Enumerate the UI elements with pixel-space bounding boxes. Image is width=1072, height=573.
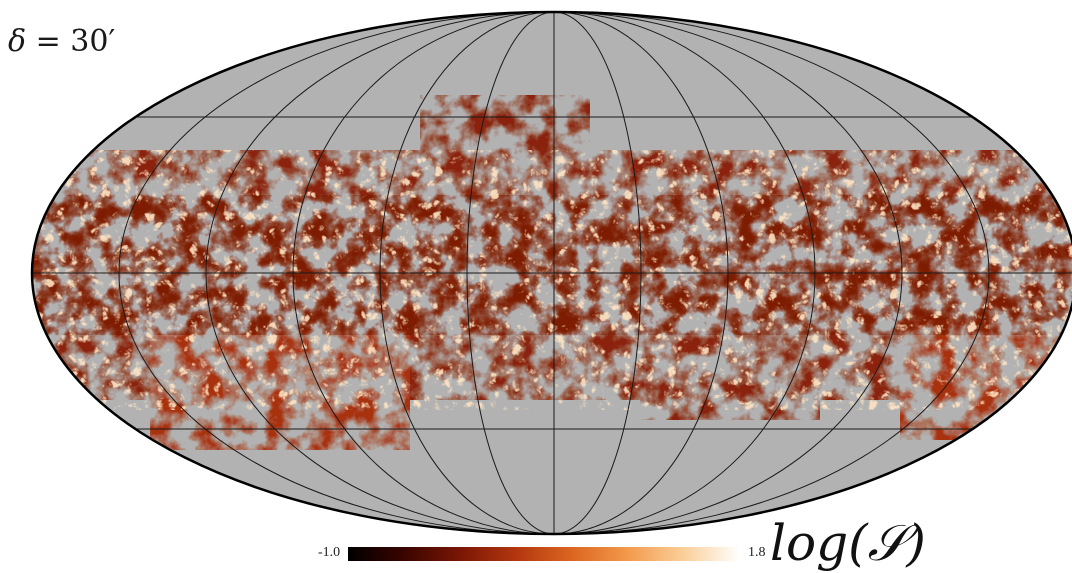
smoothing-scale-label: δ = 30′ (8, 24, 115, 59)
smoothing-value: 30′ (70, 24, 116, 59)
meridian-line (205, 12, 903, 534)
delta-symbol: δ (8, 24, 27, 59)
colorbar-title-symbol: 𝒮 (867, 514, 907, 572)
meridian-line (379, 12, 729, 534)
emission-band (32, 95, 1072, 450)
meridian-line (292, 12, 816, 534)
colorbar-title-suffix: ) (906, 514, 926, 572)
colorbar-max-label: 1.8 (748, 545, 766, 560)
meridian-line (466, 12, 642, 534)
colorbar-title-prefix: log( (770, 514, 868, 572)
colorbar-min-label: -1.0 (318, 545, 341, 560)
graticule (32, 12, 1072, 534)
map-border (30, 10, 1072, 536)
colorbar-title: log(𝒮) (770, 514, 926, 573)
meridian-line (118, 12, 990, 534)
equals-sign: = (26, 24, 71, 59)
colorbar (348, 547, 740, 561)
